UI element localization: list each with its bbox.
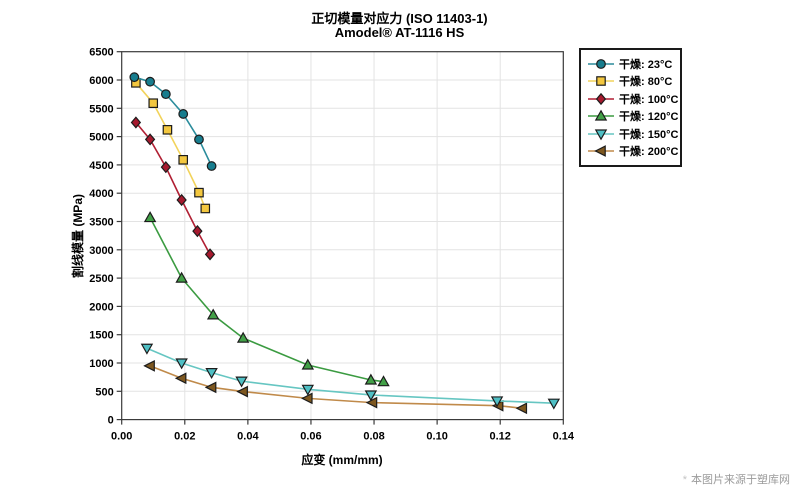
data-point-marker [364, 373, 378, 385]
x-tick-label: 0.10 [426, 431, 447, 443]
y-tick-label: 1000 [89, 358, 113, 370]
legend-item: 干燥: 120°C [588, 108, 679, 126]
data-point-marker [143, 359, 155, 372]
data-point-marker [145, 76, 155, 87]
x-axis-label: 应变 (mm/mm) [301, 453, 383, 467]
data-point-marker [595, 92, 607, 105]
y-tick-label: 4500 [89, 160, 113, 172]
legend-label: 干燥: 150°C [619, 128, 679, 141]
y-tick-label: 2500 [89, 273, 113, 285]
plot-frame [121, 51, 564, 421]
data-point-marker [206, 161, 217, 171]
y-tick-label: 4000 [89, 188, 113, 200]
data-point-marker [144, 133, 156, 146]
data-point-marker [178, 155, 189, 165]
data-point-marker [205, 368, 218, 380]
diamond-legend-icon [588, 92, 614, 105]
x-tick-label: 0.08 [363, 431, 384, 443]
data-point-marker [377, 375, 390, 387]
legend-label: 干燥: 23°C [619, 58, 673, 71]
data-point-marker [364, 390, 378, 402]
y-tick-label: 3500 [89, 217, 113, 229]
triangle-down-legend-icon [588, 129, 614, 141]
y-tick-label: 2000 [89, 301, 113, 313]
data-point-marker [300, 392, 313, 405]
asterisk-icon: * [682, 474, 687, 486]
data-point-marker [204, 381, 217, 394]
chart-subtitle: Amodel® AT-1116 HS [334, 25, 465, 40]
series-line [134, 76, 213, 167]
data-point-marker [547, 398, 561, 410]
data-point-marker [236, 385, 248, 398]
data-point-marker [174, 372, 187, 385]
y-tick-label: 5000 [89, 132, 113, 144]
legend-label: 干燥: 120°C [619, 111, 679, 124]
data-point-marker [140, 343, 154, 355]
y-tick-label: 3000 [89, 245, 113, 257]
legend-label: 干燥: 80°C [619, 76, 673, 89]
triangle-left-legend-icon [588, 145, 614, 158]
series-line [146, 347, 554, 404]
x-tick-label: 0.12 [490, 431, 511, 443]
data-point-marker [515, 402, 528, 415]
legend-item: 干燥: 150°C [588, 125, 679, 143]
data-point-marker [301, 384, 315, 396]
data-point-marker [129, 72, 140, 83]
data-point-marker [596, 58, 606, 69]
y-tick-label: 6500 [89, 47, 113, 59]
watermark: * 本图片来源于塑库网 [683, 471, 790, 487]
y-axis-label: 割线模量 (MPa) [71, 194, 85, 279]
data-point-marker [365, 396, 378, 409]
circle-legend-icon [588, 58, 614, 69]
data-point-marker [594, 109, 608, 121]
legend-item: 干燥: 80°C [588, 73, 676, 91]
legend-label: 干燥: 100°C [619, 93, 679, 106]
x-tick-label: 0.00 [111, 431, 132, 443]
series-line [149, 365, 523, 410]
data-point-marker [160, 161, 172, 174]
data-point-marker [192, 224, 203, 238]
data-point-marker [178, 109, 189, 119]
square-legend-icon [588, 76, 614, 87]
data-point-marker [236, 331, 250, 343]
data-point-marker [594, 129, 608, 141]
chart-legend: 干燥: 23°C 干燥: 80°C 干燥: 100°C 干燥: 120°C 干燥: 15… [579, 48, 682, 167]
x-tick-label: 0.14 [553, 431, 575, 443]
data-point-marker [596, 76, 606, 87]
data-point-marker [162, 125, 173, 135]
data-point-marker [594, 145, 606, 158]
legend-label: 干燥: 200°C [619, 146, 679, 159]
chart-title: 正切模量对应力 (ISO 11403-1) [311, 11, 488, 26]
legend-item: 干燥: 200°C [588, 143, 679, 161]
y-tick-label: 1500 [89, 330, 113, 342]
data-point-marker [206, 308, 220, 320]
data-point-marker [200, 203, 211, 214]
data-point-marker [143, 211, 157, 223]
data-point-marker [175, 271, 188, 283]
legend-item: 干燥: 23°C [588, 55, 676, 73]
x-tick-label: 0.02 [174, 431, 195, 443]
data-point-marker [301, 358, 315, 370]
y-tick-label: 5500 [89, 103, 113, 115]
y-tick-label: 6000 [89, 75, 113, 87]
watermark-text: 本图片来源于塑库网 [691, 474, 790, 486]
data-point-marker [235, 376, 248, 388]
data-point-marker [176, 193, 187, 207]
x-tick-label: 0.06 [300, 431, 321, 443]
x-tick-label: 0.04 [237, 431, 259, 443]
data-point-marker [148, 98, 159, 109]
data-point-marker [175, 358, 188, 370]
data-point-marker [490, 396, 504, 408]
data-point-marker [160, 89, 171, 100]
data-point-marker [194, 134, 204, 145]
legend-item: 干燥: 100°C [588, 90, 679, 108]
y-tick-label: 0 [108, 415, 114, 427]
data-point-marker [194, 187, 204, 198]
data-point-marker [130, 116, 142, 129]
y-tick-label: 500 [95, 386, 113, 398]
triangle-up-legend-icon [588, 109, 614, 121]
data-point-marker [204, 248, 216, 261]
